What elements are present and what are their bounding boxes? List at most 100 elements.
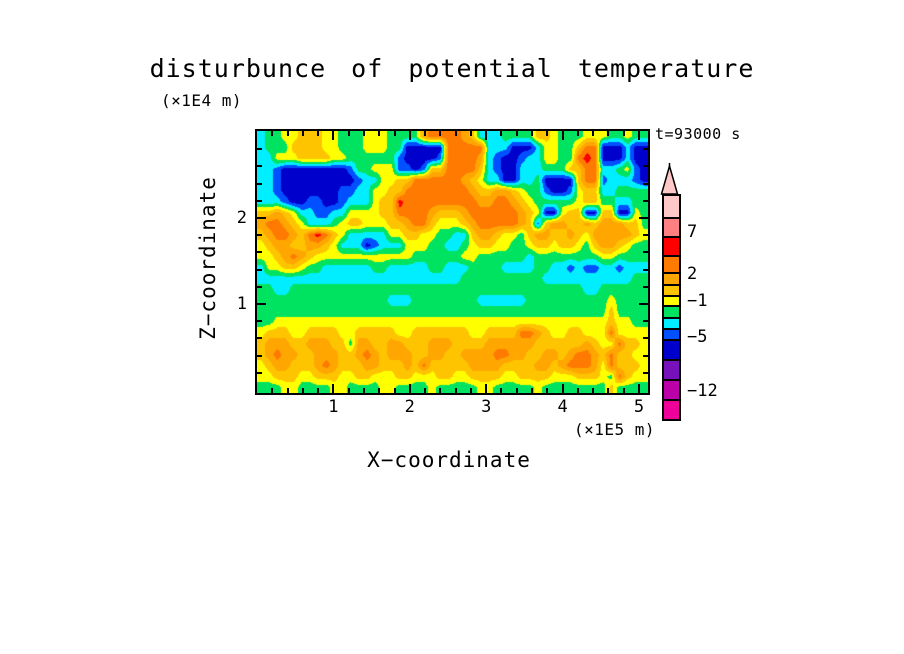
tick-mark [592, 131, 594, 136]
colorbar-segment [664, 305, 679, 317]
tick-mark [409, 131, 411, 140]
tick-mark [271, 388, 273, 393]
tick-mark [439, 388, 441, 393]
tick-mark [516, 388, 518, 393]
time-annotation: t=93000 s [655, 125, 741, 143]
colorbar-segment [664, 317, 679, 328]
tick-mark [302, 131, 304, 136]
tick-mark [643, 286, 648, 288]
tick-mark [257, 234, 262, 236]
x-tick-label: 2 [404, 397, 415, 417]
tick-mark [257, 269, 262, 271]
tick-mark [643, 234, 648, 236]
colorbar-segment [664, 255, 679, 272]
colorbar-segment [664, 272, 679, 284]
contour-field-canvas [257, 131, 648, 393]
colorbar-segment [664, 236, 679, 255]
tick-mark [287, 388, 289, 393]
z-tick-label: 2 [236, 208, 247, 228]
tick-mark [424, 388, 426, 393]
tick-mark [257, 355, 262, 357]
tick-mark [531, 131, 533, 136]
tick-mark [439, 131, 441, 136]
tick-mark [643, 183, 648, 185]
x-tick-label: 4 [557, 397, 568, 417]
tick-mark [470, 131, 472, 136]
tick-mark [378, 388, 380, 393]
tick-mark [378, 131, 380, 136]
tick-mark [546, 388, 548, 393]
tick-mark [639, 217, 648, 219]
colorbar-segment [664, 328, 679, 339]
tick-mark [257, 303, 266, 305]
tick-mark [516, 131, 518, 136]
tick-mark [332, 384, 334, 393]
colorbar-arrow-icon [660, 163, 679, 195]
tick-mark [562, 131, 564, 140]
tick-mark [643, 148, 648, 150]
tick-mark [623, 131, 625, 136]
tick-mark [643, 269, 648, 271]
tick-mark [643, 372, 648, 374]
tick-mark [638, 384, 640, 393]
colorbar-segment [664, 379, 679, 399]
colorbar-label: 7 [687, 222, 698, 242]
colorbar [662, 194, 681, 421]
colorbar-label: −1 [687, 291, 708, 311]
tick-mark [643, 355, 648, 357]
z-tick-label: 1 [236, 294, 247, 314]
tick-mark [643, 165, 648, 167]
tick-mark [394, 131, 396, 136]
colorbar-segment [664, 295, 679, 305]
tick-mark [424, 131, 426, 136]
tick-mark [531, 388, 533, 393]
tick-mark [643, 251, 648, 253]
tick-mark [317, 388, 319, 393]
tick-mark [485, 384, 487, 393]
z-axis-unit-label: (×1E4 m) [161, 91, 243, 110]
tick-mark [409, 384, 411, 393]
colorbar-segment [664, 359, 679, 379]
tick-mark [470, 388, 472, 393]
tick-mark [500, 131, 502, 136]
x-tick-label: 5 [633, 397, 645, 417]
tick-mark [592, 388, 594, 393]
tick-mark [363, 388, 365, 393]
colorbar-segment [664, 399, 679, 419]
x-tick-label: 1 [328, 397, 339, 417]
tick-mark [302, 388, 304, 393]
tick-mark [623, 388, 625, 393]
tick-mark [643, 200, 648, 202]
chart-title: disturbunce of potential temperature [149, 54, 755, 83]
x-axis-unit-label: (×1E5 m) [573, 420, 655, 439]
colorbar-label: 2 [687, 264, 698, 284]
colorbar-segment [664, 284, 679, 295]
x-axis-label: X−coordinate [367, 448, 531, 472]
tick-mark [607, 388, 609, 393]
colorbar-label: −12 [687, 381, 718, 401]
colorbar-segment [664, 196, 679, 217]
tick-mark [348, 131, 350, 136]
z-axis-label: Z−coordinate [196, 176, 220, 340]
tick-mark [562, 384, 564, 393]
tick-mark [257, 286, 262, 288]
tick-mark [257, 217, 266, 219]
colorbar-label: −5 [687, 327, 708, 347]
tick-mark [257, 337, 262, 339]
tick-mark [332, 131, 334, 140]
tick-mark [455, 131, 457, 136]
colorbar-segment [664, 217, 679, 236]
tick-mark [643, 337, 648, 339]
tick-mark [287, 131, 289, 136]
tick-mark [257, 372, 262, 374]
tick-mark [271, 131, 273, 136]
tick-mark [257, 251, 262, 253]
tick-mark [500, 388, 502, 393]
tick-mark [257, 320, 262, 322]
tick-mark [639, 303, 648, 305]
tick-mark [257, 165, 262, 167]
tick-mark [257, 183, 262, 185]
tick-mark [638, 131, 640, 140]
tick-mark [485, 131, 487, 140]
